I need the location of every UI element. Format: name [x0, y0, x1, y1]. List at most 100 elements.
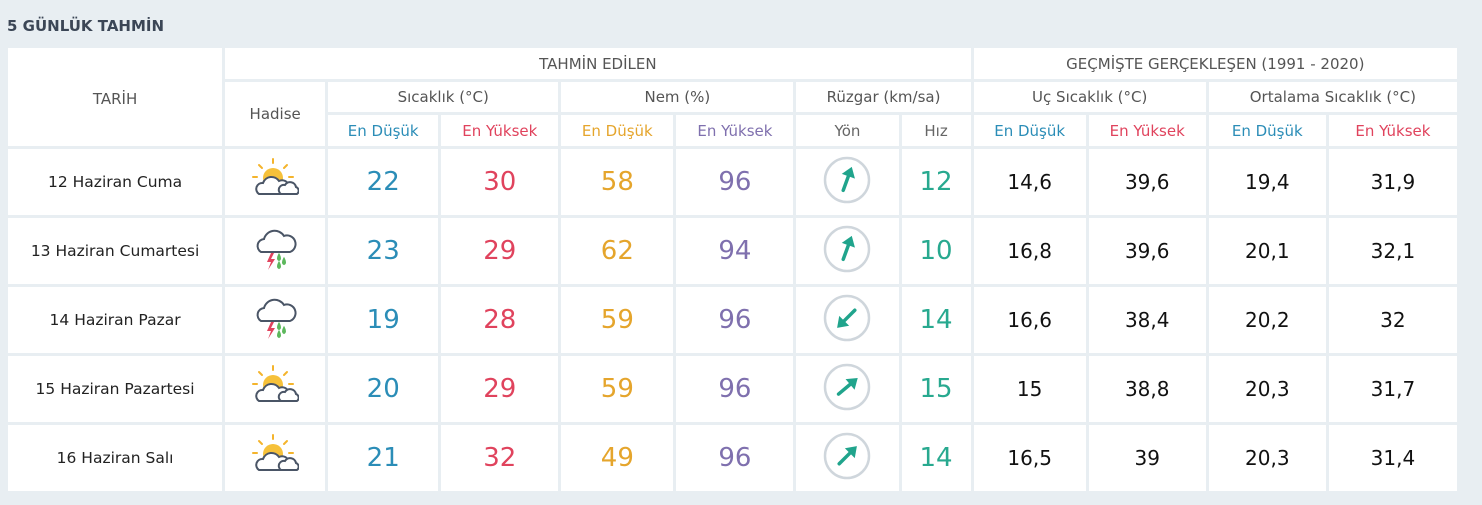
sub-header: En Yüksek [676, 115, 794, 146]
sub-header: En Yüksek [1088, 115, 1206, 146]
sub-header: En Düşük [328, 115, 439, 146]
value: 32 [1328, 287, 1457, 353]
value: 32,1 [1328, 218, 1457, 284]
value: 19,4 [1208, 149, 1326, 215]
value: 22 [328, 149, 439, 215]
arrow-needle [837, 308, 857, 328]
date: 12 Haziran Cuma [8, 149, 223, 215]
sub-header: En Düşük [1208, 115, 1326, 146]
value: 31,7 [1328, 356, 1457, 422]
value: 38,4 [1088, 287, 1206, 353]
value: 39 [1088, 425, 1206, 491]
arrow-needle [841, 235, 856, 262]
value: 29 [441, 218, 559, 284]
value: 94 [676, 218, 794, 284]
event-cell [225, 287, 326, 353]
wind-arrow [824, 225, 871, 273]
weather-icon [256, 229, 297, 271]
value: 38,8 [1088, 356, 1206, 422]
value: 59 [561, 356, 674, 422]
value: 39,6 [1088, 149, 1206, 215]
event-cell [225, 356, 326, 422]
value: 31,9 [1328, 149, 1457, 215]
weather-icon [256, 298, 297, 340]
wind-arrow [824, 432, 871, 480]
event-cell [225, 218, 326, 284]
forecast-table: TARİH TAHMİN EDİLEN GEÇMİŞTE GERÇEKLEŞEN… [5, 45, 1460, 494]
value: 20,1 [1208, 218, 1326, 284]
wind-arrow [824, 294, 871, 342]
value: 20,3 [1208, 425, 1326, 491]
value: 14 [901, 425, 971, 491]
value: 30 [441, 149, 559, 215]
wind-direction [796, 218, 899, 284]
value: 39,6 [1088, 218, 1206, 284]
value: 59 [561, 287, 674, 353]
value: 31,4 [1328, 425, 1457, 491]
header-humidity: Nem (%) [561, 82, 794, 112]
sub-header: Yön [796, 115, 899, 146]
header-average: Ortalama Sıcaklık (°C) [1208, 82, 1457, 112]
value: 12 [901, 149, 971, 215]
value: 28 [441, 287, 559, 353]
title: 5 GÜNLÜK TAHMİN [7, 17, 165, 35]
weather-icon [252, 158, 300, 195]
value: 21 [328, 425, 439, 491]
value: 96 [676, 287, 794, 353]
sub-header: En Düşük [973, 115, 1086, 146]
date: 14 Haziran Pazar [8, 287, 223, 353]
value: 20 [328, 356, 439, 422]
header-extreme: Uç Sıcaklık (°C) [973, 82, 1206, 112]
value: 15 [973, 356, 1086, 422]
value: 62 [561, 218, 674, 284]
row: 15 Haziran Pazartesi 20 29 59 96 15 15 38,8 20,3… [8, 356, 1457, 422]
header-past: GEÇMİŞTE GERÇEKLEŞEN (1991 - 2020) [973, 48, 1457, 79]
arrow-needle [841, 166, 856, 193]
value: 10 [901, 218, 971, 284]
wind-direction [796, 356, 899, 422]
header-event: Hadise [225, 82, 326, 146]
value: 14 [901, 287, 971, 353]
value: 23 [328, 218, 439, 284]
value: 96 [676, 356, 794, 422]
wind-direction [796, 287, 899, 353]
value: 96 [676, 149, 794, 215]
header-wind: Rüzgar (km/sa) [796, 82, 971, 112]
weather-icon [252, 365, 300, 402]
weather-icon [252, 434, 300, 471]
value: 29 [441, 356, 559, 422]
value: 49 [561, 425, 674, 491]
wind-direction [796, 149, 899, 215]
sub-header: En Düşük [561, 115, 674, 146]
wind-arrow [824, 363, 871, 411]
row: 16 Haziran Salı 21 32 49 96 14 16,5 39 20,3 31,4 [8, 425, 1457, 491]
value: 20,2 [1208, 287, 1326, 353]
arrow-needle [837, 446, 858, 466]
value: 16,6 [973, 287, 1086, 353]
value: 58 [561, 149, 674, 215]
value: 16,5 [973, 425, 1086, 491]
row: 14 Haziran Pazar 19 28 59 96 14 16,6 38,4 20,2 32 [8, 287, 1457, 353]
value: 96 [676, 425, 794, 491]
wind-arrow [824, 156, 871, 204]
event-cell [225, 149, 326, 215]
event-cell [225, 425, 326, 491]
header-forecast: TAHMİN EDİLEN [225, 48, 971, 79]
value: 19 [328, 287, 439, 353]
value: 15 [901, 356, 971, 422]
sub-header: En Yüksek [441, 115, 559, 146]
value: 20,3 [1208, 356, 1326, 422]
sub-header: En Yüksek [1328, 115, 1457, 146]
date: 13 Haziran Cumartesi [8, 218, 223, 284]
header-temp: Sıcaklık (°C) [328, 82, 559, 112]
date: 15 Haziran Pazartesi [8, 356, 223, 422]
arrow-needle [837, 378, 859, 396]
header-date: TARİH [8, 48, 223, 146]
row: 12 Haziran Cuma 22 30 58 96 12 14,6 39,6 19,4 31,… [8, 149, 1457, 215]
value: 14,6 [973, 149, 1086, 215]
value: 16,8 [973, 218, 1086, 284]
wind-direction [796, 425, 899, 491]
row: 13 Haziran Cumartesi 23 29 62 94 10 16,8 39,6 20… [8, 218, 1457, 284]
date: 16 Haziran Salı [8, 425, 223, 491]
